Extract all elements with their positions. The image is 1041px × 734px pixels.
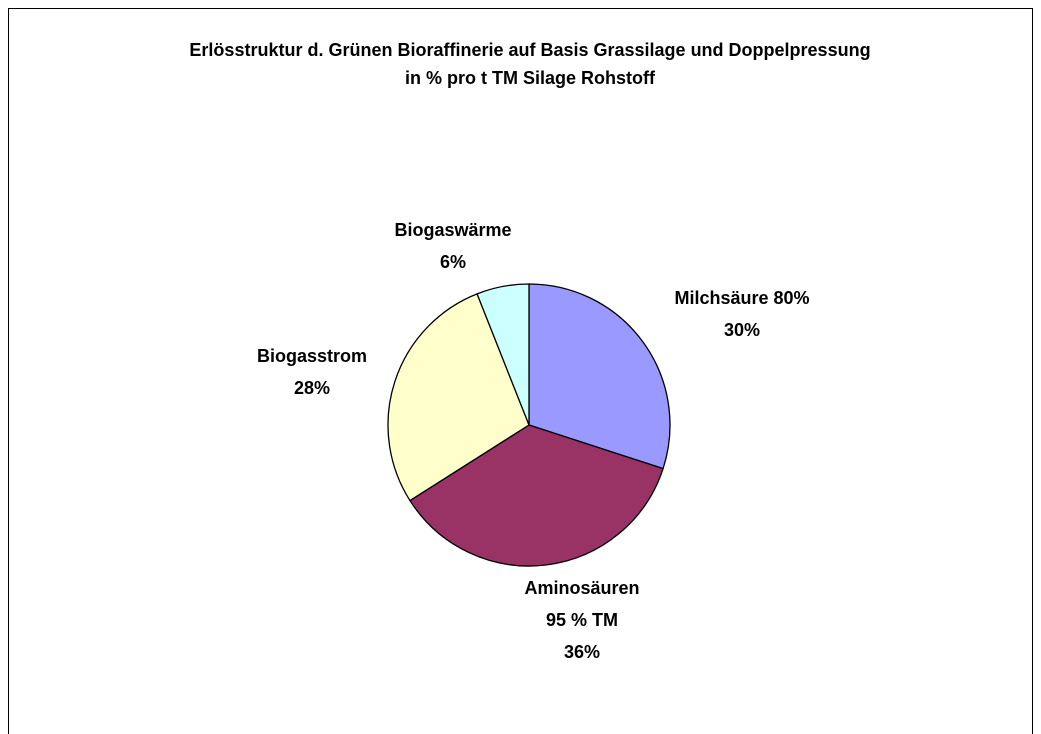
chart-title: Erlösstruktur d. Grünen Bioraffinerie au… bbox=[189, 40, 871, 88]
value-label: 36% bbox=[563, 642, 601, 662]
pie-slice bbox=[409, 424, 664, 567]
slice-label: Biogaswärme 6% bbox=[353, 214, 553, 278]
slice-label: Aminosäuren 95 % TM 36% bbox=[512, 572, 652, 668]
value-label: 6% bbox=[439, 252, 466, 272]
category-label: Biogasstrom bbox=[256, 346, 368, 366]
value-label: 28% bbox=[293, 378, 331, 398]
slice-label: Biogasstrom 28% bbox=[212, 340, 412, 404]
pie-slice bbox=[387, 293, 530, 502]
value-label: 30% bbox=[723, 320, 761, 340]
category-label: Milchsäure 80% bbox=[674, 288, 810, 308]
chart-frame bbox=[8, 8, 1033, 734]
category-label: Biogaswärme bbox=[394, 220, 512, 240]
pie-slice bbox=[476, 283, 530, 426]
category-label: Aminosäuren 95 % TM bbox=[524, 578, 640, 630]
slice-label: Milchsäure 80% 30% bbox=[632, 282, 852, 346]
pie-slice bbox=[528, 283, 671, 470]
